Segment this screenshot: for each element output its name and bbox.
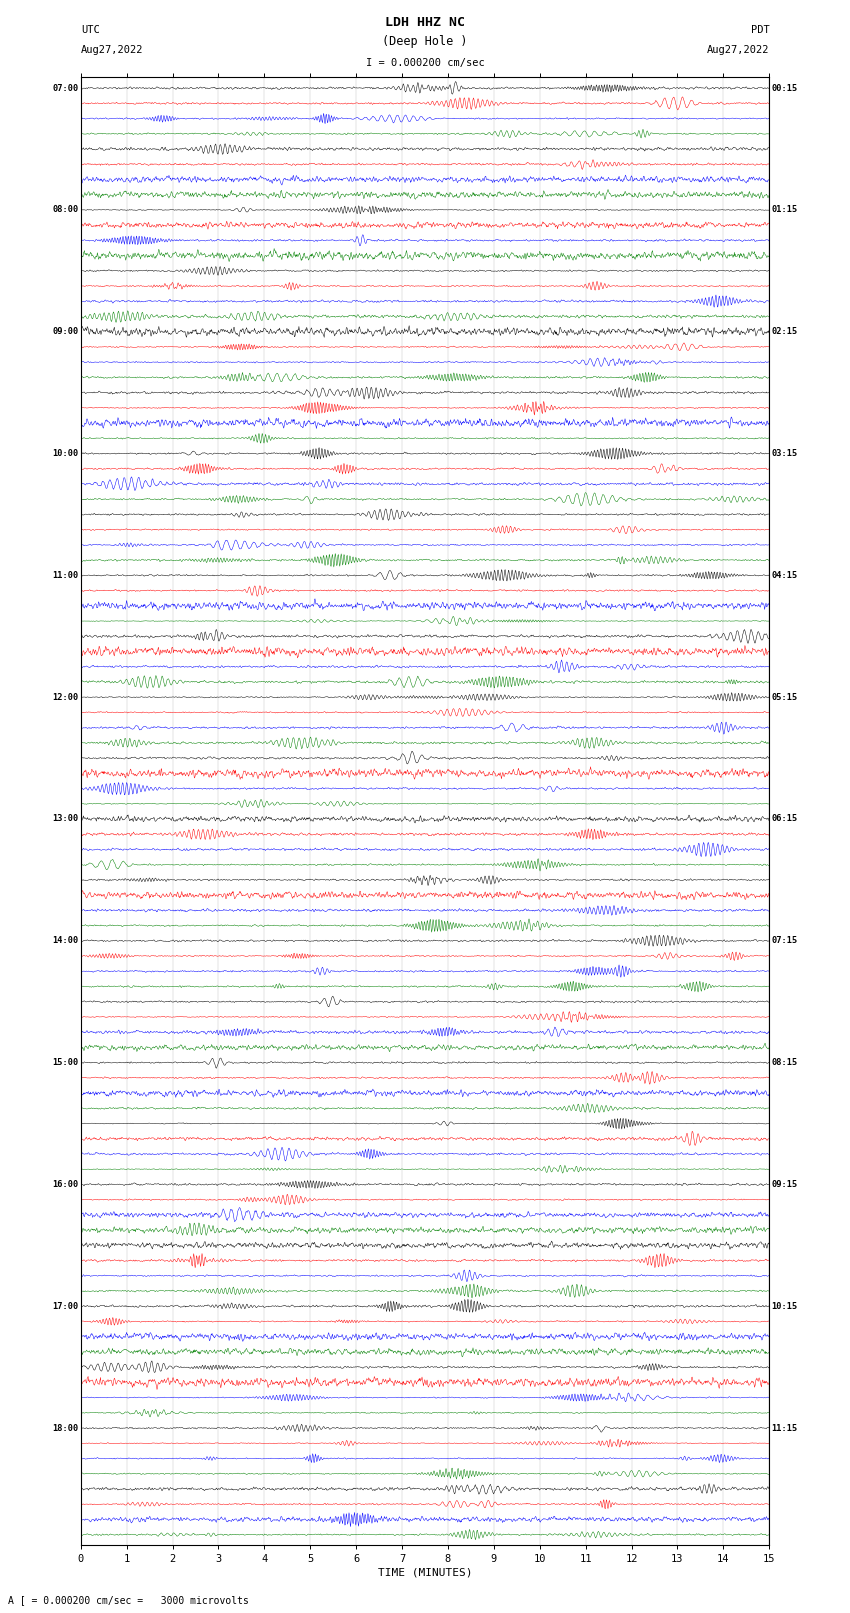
Text: 08:15: 08:15 bbox=[771, 1058, 797, 1068]
Text: LDH HHZ NC: LDH HHZ NC bbox=[385, 16, 465, 29]
Text: 15:00: 15:00 bbox=[53, 1058, 79, 1068]
Text: 03:15: 03:15 bbox=[771, 448, 797, 458]
Text: (Deep Hole ): (Deep Hole ) bbox=[382, 35, 468, 48]
Text: 09:00: 09:00 bbox=[53, 327, 79, 336]
Text: 09:15: 09:15 bbox=[771, 1179, 797, 1189]
Text: 00:15: 00:15 bbox=[771, 84, 797, 92]
Text: 04:15: 04:15 bbox=[771, 571, 797, 579]
Text: 11:15: 11:15 bbox=[771, 1424, 797, 1432]
Text: A [ = 0.000200 cm/sec =   3000 microvolts: A [ = 0.000200 cm/sec = 3000 microvolts bbox=[8, 1595, 249, 1605]
Text: 10:00: 10:00 bbox=[53, 448, 79, 458]
Text: 16:00: 16:00 bbox=[53, 1179, 79, 1189]
Text: 14:00: 14:00 bbox=[53, 936, 79, 945]
Text: 06:15: 06:15 bbox=[771, 815, 797, 824]
Text: PDT: PDT bbox=[751, 26, 769, 35]
Text: 12:00: 12:00 bbox=[53, 692, 79, 702]
Text: 18:00: 18:00 bbox=[53, 1424, 79, 1432]
Text: 11:00: 11:00 bbox=[53, 571, 79, 579]
Text: I = 0.000200 cm/sec: I = 0.000200 cm/sec bbox=[366, 58, 484, 68]
Text: 07:00: 07:00 bbox=[53, 84, 79, 92]
Text: 17:00: 17:00 bbox=[53, 1302, 79, 1311]
Text: Aug27,2022: Aug27,2022 bbox=[706, 45, 769, 55]
Text: 01:15: 01:15 bbox=[771, 205, 797, 215]
Text: 08:00: 08:00 bbox=[53, 205, 79, 215]
Text: 10:15: 10:15 bbox=[771, 1302, 797, 1311]
Text: UTC: UTC bbox=[81, 26, 99, 35]
Text: 05:15: 05:15 bbox=[771, 692, 797, 702]
Text: 07:15: 07:15 bbox=[771, 936, 797, 945]
Text: Aug27,2022: Aug27,2022 bbox=[81, 45, 144, 55]
Text: 02:15: 02:15 bbox=[771, 327, 797, 336]
X-axis label: TIME (MINUTES): TIME (MINUTES) bbox=[377, 1568, 473, 1578]
Text: 13:00: 13:00 bbox=[53, 815, 79, 824]
